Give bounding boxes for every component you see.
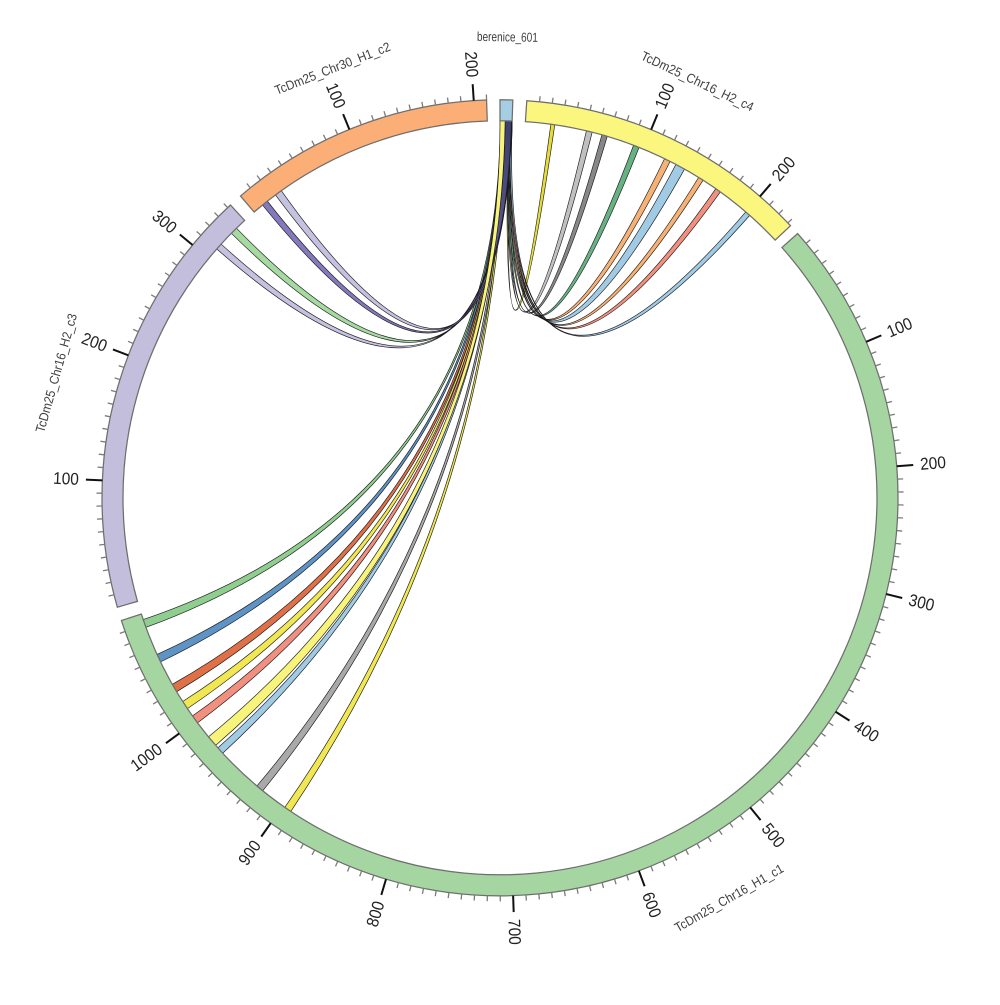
svg-text:200: 200 bbox=[461, 51, 482, 78]
svg-text:100: 100 bbox=[53, 469, 80, 489]
svg-text:700: 700 bbox=[504, 919, 524, 945]
svg-text:200: 200 bbox=[919, 453, 946, 474]
svg-text:berenice_601: berenice_601 bbox=[477, 29, 538, 45]
